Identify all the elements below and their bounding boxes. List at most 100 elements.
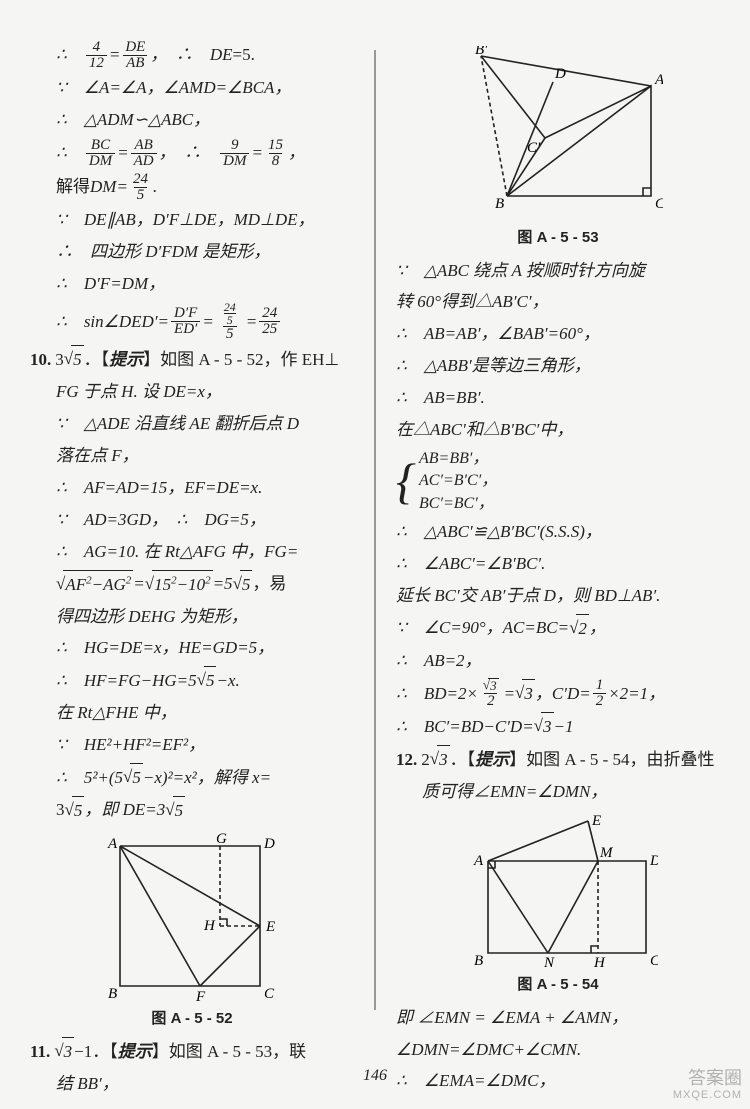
den: AD xyxy=(131,153,157,169)
fraction: D′FED′ xyxy=(171,306,200,337)
text-line: ∠DMN=∠DMC+∠CMN. xyxy=(396,1036,720,1065)
den: 5 xyxy=(223,326,237,342)
fraction: 412 xyxy=(86,40,107,71)
fraction: 2425 xyxy=(259,306,280,337)
den: ED′ xyxy=(171,321,200,337)
text-line: 延长 BC′交 AB′于点 D，则 BD⊥AB′. xyxy=(396,582,720,611)
num: D′F xyxy=(171,306,200,321)
sqrt: 5 xyxy=(123,763,143,793)
svg-text:B: B xyxy=(108,986,117,1002)
txt: 解得 xyxy=(56,173,90,202)
num: 4 xyxy=(90,40,104,55)
svg-text:N: N xyxy=(543,955,555,968)
sym: = xyxy=(246,308,257,337)
fraction: 32 xyxy=(480,678,502,709)
text-line: ∴ △ABB′是等边三角形， xyxy=(396,352,720,381)
den: 8 xyxy=(269,153,283,169)
svg-text:E: E xyxy=(591,813,601,829)
sym: . xyxy=(153,173,157,202)
fraction: 245 5 xyxy=(216,301,244,342)
svg-text:C: C xyxy=(650,953,658,968)
text-line: ∴ AB=2， xyxy=(396,647,720,676)
txt: ∴ 5²+(5 xyxy=(56,764,123,793)
svg-text:B: B xyxy=(474,953,483,968)
fraction: BCDM xyxy=(86,138,115,169)
text-line: ∵ AD=3GD， ∴ DG=5， xyxy=(30,506,354,535)
txt: 】如图 A - 5 - 54，由折叠性 xyxy=(509,746,714,775)
den: 5 xyxy=(134,187,148,203)
txt: −1 xyxy=(554,713,574,742)
text-line: ∴ HG=DE=x，HE=GD=5， xyxy=(30,634,354,663)
sym: ， ∴ xyxy=(159,139,219,168)
txt: =5. xyxy=(232,41,254,70)
text-line: 35，即 DE=35 xyxy=(30,796,354,826)
fraction: 245 xyxy=(130,172,151,203)
sqrt: 2 xyxy=(569,614,589,644)
txt: DM xyxy=(90,173,116,202)
item-number: 10. xyxy=(30,346,51,375)
brace-cases: { AB=BB′， AC′=B′C′， BC′=BC′， xyxy=(396,448,497,515)
sqrt: 5 xyxy=(233,570,253,600)
figure-a-5-52: ADGBCEFH xyxy=(30,832,354,1002)
txt: ∴ BC′=BD−C′D= xyxy=(396,713,534,742)
page-columns: ∴ 412 =DEAB ， ∴ DE=5. ∵ ∠A=∠A，∠AMD=∠BCA，… xyxy=(30,40,720,1020)
txt: ， xyxy=(589,614,606,643)
sym: ， ∴ xyxy=(150,41,210,70)
txt: ．【 xyxy=(84,346,110,375)
rad: 5 xyxy=(130,763,143,793)
sym: ∴ xyxy=(56,139,84,168)
svg-text:B: B xyxy=(495,196,504,212)
column-divider xyxy=(374,50,376,1010)
txt: ∴ BD=2× xyxy=(396,680,478,709)
txt: ×2=1， xyxy=(608,680,665,709)
txt: ∵ ∠C=90°，AC=BC= xyxy=(396,614,569,643)
case-block: { AB=BB′， AC′=B′C′， BC′=BC′， xyxy=(396,448,720,515)
case: BC′=BC′， xyxy=(419,493,497,515)
txt: −x. xyxy=(216,667,239,696)
sqrt: 152−102 xyxy=(145,570,213,600)
text-line: ∴ ∠ABC′=∠B′BC′. xyxy=(396,550,720,579)
text-line: ∵ △ABC 绕点 A 按顺时针方向旋 xyxy=(396,257,720,286)
num: AB xyxy=(131,138,155,153)
text-line: ∴ △ADM∽△ABC， xyxy=(30,106,354,135)
den: 2 xyxy=(593,693,607,709)
text-line: ∴ AF=AD=15，EF=DE=x. xyxy=(30,474,354,503)
text-line: FG 于点 H. 设 DE=x， xyxy=(30,378,354,407)
rad: 3 xyxy=(488,678,499,692)
sqrt: 5 xyxy=(165,796,185,826)
right-column: B′ACBDC′ 图 A - 5 - 53 ∵ △ABC 绕点 A 按顺时针方向… xyxy=(396,40,720,1020)
fraction: 12 xyxy=(593,678,607,709)
svg-text:G: G xyxy=(216,832,227,847)
text-line: 转 60°得到△AB′C′， xyxy=(396,288,720,317)
num: 15 xyxy=(265,138,286,153)
sym: ∴ xyxy=(56,41,84,70)
txt: =5 xyxy=(213,570,233,599)
text-line: ∵ ∠C=90°，AC=BC=2， xyxy=(396,614,720,644)
svg-text:A: A xyxy=(473,853,484,869)
item-10: 10. 35．【提示】如图 A - 5 - 52，作 EH⊥ xyxy=(30,345,354,375)
txt: 3 xyxy=(55,346,64,375)
text-line: ∵ ∠A=∠A，∠AMD=∠BCA， xyxy=(30,74,354,103)
txt: 2 xyxy=(421,746,430,775)
t: 15 xyxy=(154,575,171,594)
diagram-53: B′ACBDC′ xyxy=(453,46,663,221)
sqrt: 3 xyxy=(534,712,554,742)
text-line: ∵ DE∥AB，D′F⊥DE，MD⊥DE， xyxy=(30,206,354,235)
txt: ，C′D= xyxy=(535,680,591,709)
num: 24 xyxy=(130,172,151,187)
case: AB=BB′， xyxy=(419,448,497,470)
rad: 3 xyxy=(522,679,535,709)
den: AB xyxy=(123,55,147,71)
text-line: ∴ △ABC′≌△B′BC′(S.S.S)， xyxy=(396,518,720,547)
txt: ∴ HF=FG−HG=5 xyxy=(56,667,197,696)
t: −AG xyxy=(92,575,126,594)
rad: 3 xyxy=(541,712,554,742)
figure-caption-53: 图 A - 5 - 53 xyxy=(396,225,720,251)
num: 1 xyxy=(593,678,607,693)
txt: ．【 xyxy=(450,746,476,775)
sqrt: 3 xyxy=(483,678,499,692)
txt: 3 xyxy=(56,796,65,825)
svg-text:A: A xyxy=(107,836,118,852)
fraction: ABAD xyxy=(131,138,157,169)
text-line: ∴ 四边形 D′FDM 是矩形， xyxy=(30,238,354,267)
